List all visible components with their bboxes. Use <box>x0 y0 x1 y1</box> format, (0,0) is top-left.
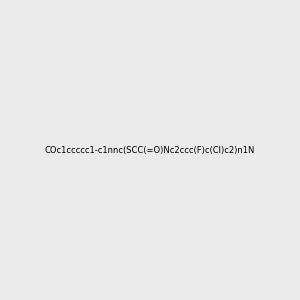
Text: COc1ccccc1-c1nnc(SCC(=O)Nc2ccc(F)c(Cl)c2)n1N: COc1ccccc1-c1nnc(SCC(=O)Nc2ccc(F)c(Cl)c2… <box>45 146 255 154</box>
